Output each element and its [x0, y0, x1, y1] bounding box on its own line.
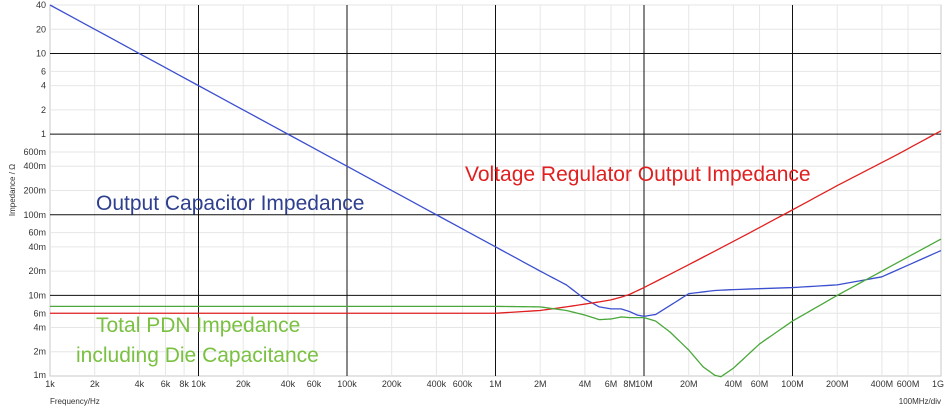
y-tick-label: 40	[36, 0, 46, 10]
y-tick-label: 600m	[23, 147, 46, 157]
y-tick-label: 2m	[33, 347, 46, 357]
x-tick-label: 10M	[635, 379, 653, 389]
annotation-voltage-regulator: Voltage Regulator Output Impedance	[465, 163, 811, 186]
x-tick-label: 60M	[751, 379, 769, 389]
x-tick-label: 6k	[161, 379, 171, 389]
x-tick-label: 8M	[623, 379, 636, 389]
y-tick-label: 100m	[23, 210, 46, 220]
x-tick-label: 2M	[534, 379, 547, 389]
x-tick-label: 1k	[45, 379, 55, 389]
y-tick-label: 2	[41, 105, 46, 115]
y-tick-label: 200m	[23, 186, 46, 196]
annotation-total-pdn: Total PDN Impedance	[96, 314, 300, 337]
x-tick-label: 40M	[725, 379, 743, 389]
y-tick-label: 60m	[28, 228, 46, 238]
x-tick-label: 600k	[453, 379, 473, 389]
x-tick-label: 40k	[281, 379, 296, 389]
x-tick-label: 100M	[781, 379, 804, 389]
x-tick-label: 400k	[427, 379, 447, 389]
y-tick-label: 1m	[33, 370, 46, 380]
y-tick-label: 6	[41, 66, 46, 76]
x-tick-label: 600M	[897, 379, 920, 389]
x-tick-label: 200k	[382, 379, 402, 389]
y-tick-label: 400m	[23, 161, 46, 171]
series-line-1	[50, 130, 942, 314]
annotation-output-capacitor: Output Capacitor Impedance	[96, 192, 365, 215]
y-tick-label: 10	[36, 49, 46, 59]
y-tick-label: 40m	[28, 242, 46, 252]
y-tick-label: 20	[36, 24, 46, 34]
x-tick-label: 100k	[337, 379, 357, 389]
x-axis-label: Frequency/Hz	[50, 397, 100, 406]
x-tick-label: 1M	[489, 379, 502, 389]
annotation-die-capacitance: including Die Capacitance	[76, 344, 319, 367]
x-tick-label: 4k	[135, 379, 145, 389]
y-tick-label: 4	[41, 81, 46, 91]
y-tick-label: 10m	[28, 290, 46, 300]
y-tick-label: 1	[41, 129, 46, 139]
series-line-0	[49, 4, 942, 317]
x-tick-label: 4M	[579, 379, 592, 389]
y-tick-labels: 2m 4m 6m 20m 40m 60m 200m 400m 600m 2 4 6 20 40 1m 10m 1…	[23, 0, 46, 380]
x-tick-label: 6M	[605, 379, 618, 389]
x-tick-label: 2k	[90, 379, 100, 389]
x-div-label: 100MHz/div	[899, 397, 941, 406]
x-tick-label: 60k	[307, 379, 322, 389]
y-tick-label: 6m	[33, 308, 46, 318]
x-tick-labels: 2k 4k 6k 8k 20k 40k 60k 200k 400k 600k 2M 4M 6M 8M 20M…	[45, 379, 944, 389]
y-tick-label: 20m	[28, 266, 46, 276]
y-axis-label: Impedance / Ω	[8, 164, 17, 216]
x-tick-label: 10k	[191, 379, 206, 389]
series-lines	[49, 4, 942, 378]
x-tick-label: 200M	[826, 379, 849, 389]
x-tick-label: 1G	[932, 379, 944, 389]
major-gridlines	[50, 5, 941, 376]
x-tick-label: 20k	[236, 379, 251, 389]
x-tick-label: 8k	[179, 379, 189, 389]
series-line-2	[50, 238, 942, 378]
y-tick-label: 4m	[33, 322, 46, 332]
x-tick-label: 400M	[871, 379, 894, 389]
x-tick-label: 20M	[680, 379, 698, 389]
